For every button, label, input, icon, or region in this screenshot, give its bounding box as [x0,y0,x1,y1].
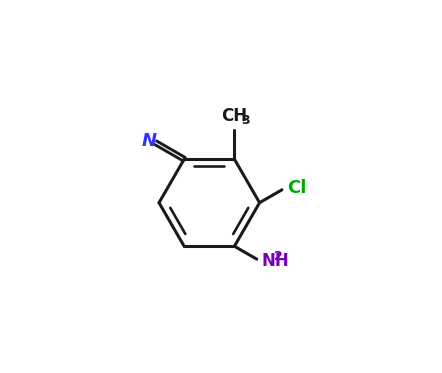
Text: Cl: Cl [287,179,306,197]
Text: N: N [142,132,157,150]
Text: CH: CH [221,107,248,125]
Text: 2: 2 [274,251,283,263]
Text: NH: NH [261,253,289,270]
Text: 3: 3 [242,114,250,127]
